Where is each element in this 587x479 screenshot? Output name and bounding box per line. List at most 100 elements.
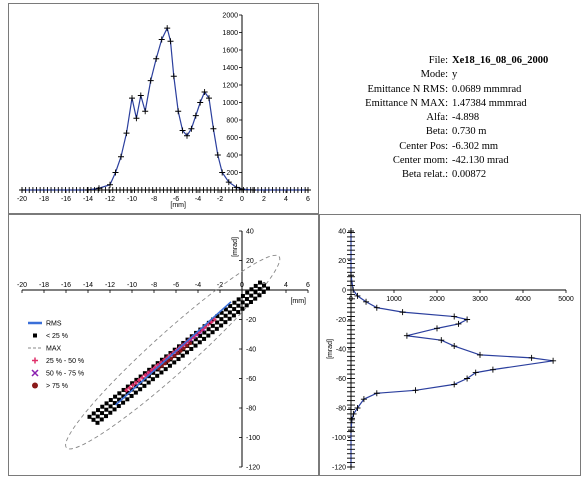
data-point [164,25,171,32]
particle-lt25 [108,410,113,415]
x-tick-label: -6 [173,282,179,289]
x-tick-label: 6 [306,196,310,203]
legend-swatch [31,369,39,377]
particle-lt25 [121,400,126,405]
particle-lt25 [112,407,117,412]
x-tick-label: -12 [105,196,115,203]
particle-lt25 [227,310,232,315]
particle-lt25 [121,394,126,399]
rms-line [114,301,232,406]
y-tick-label: -100 [332,435,346,442]
particle-lt25 [223,307,228,312]
data-point [175,108,182,115]
info-value: 0.0689 mmmrad [452,83,522,95]
x-tick-label: 6 [306,282,310,289]
particle-lt25 [257,293,262,298]
particle-gt75 [188,341,193,346]
max-ellipse [65,254,281,450]
data-point [550,357,557,364]
data-point [464,375,471,382]
data-point [451,343,458,350]
particle-lt25 [249,287,254,292]
data-point [455,320,462,327]
particle-lt25 [262,283,266,288]
particle-gt75 [178,349,183,353]
y-tick-label: -60 [336,376,346,383]
x-axis-label: [mm] [290,298,306,305]
particle-lt25 [202,336,207,341]
particle-gt75 [172,354,177,358]
particle-25-50 [149,368,154,373]
particle-lt25 [125,384,130,389]
data-point [133,115,140,122]
particle-lt25 [129,393,134,398]
legend-label: 50 % - 75 % [46,371,84,378]
particle-lt25 [197,340,202,345]
particle-lt25 [142,383,147,388]
particle-lt25 [219,317,224,322]
series-line [22,26,308,191]
particle-25-50 [140,375,145,380]
info-row: Emittance N MAX: 1.47384 mmmrad [325,97,580,111]
legend-label: 25 % - 50 % [46,358,84,365]
x-tick-label: -18 [39,196,49,203]
data-point [360,396,367,403]
particle-lt25 [91,411,96,416]
y-tick-label: 1200 [222,83,238,90]
series-line [350,231,554,467]
y-tick-label: -120 [246,465,260,472]
particle-lt25 [228,304,233,309]
particle-lt25 [147,367,152,372]
particle-lt25 [180,353,185,358]
y-axis-label: [mrad] [327,339,334,359]
y-tick-label: 1600 [222,48,238,55]
particle-lt25 [202,330,207,335]
x-tick-label: -10 [127,282,137,289]
particle-lt25 [177,344,182,349]
data-point [206,95,212,102]
data-point [472,369,479,376]
legend-label: RMS [46,321,62,328]
particle-lt25 [99,417,104,422]
particle-25-50 [133,380,138,385]
particle-lt25 [236,303,241,308]
info-value: -4.898 [452,112,480,124]
data-point [158,36,165,43]
particle-lt25 [210,330,215,335]
particle-lt25 [236,297,241,302]
data-point [438,337,445,344]
particle-lt25 [206,327,211,332]
x-tick-label: -14 [83,196,93,203]
info-key: Emittance N MAX: [365,97,448,109]
x-tick-label: -20 [17,196,27,203]
x-tick-label: 2 [262,196,266,203]
x-tick-label: -4 [195,196,201,203]
x-tick-label: -16 [61,196,71,203]
particle-gt75 [166,359,171,363]
profile-x-panel: -20 -18 -16 -14 -12 -10 -8 -6 -4 -2 0 2 4 6 200 400 600 8… [8,3,319,214]
x-tick-label: 3000 [472,296,488,303]
particle-lt25 [189,346,194,351]
particle-lt25 [232,300,237,305]
particle-25-50 [137,378,142,383]
data-point [179,127,186,134]
data-point [225,179,232,186]
x-tick-label: -10 [127,196,137,203]
info-value: Xe18_16_08_06_2000 [452,55,549,66]
particle-lt25 [108,398,113,403]
x-tick-label: 5000 [558,296,574,303]
x-tick-label: 4 [284,196,288,203]
particle-lt25 [219,323,224,328]
particle-lt25 [185,350,190,355]
info-row: File: Xe18_16_08_06_2000 [325,54,580,68]
data-point [451,313,458,320]
data-point [192,112,199,119]
data-point [107,181,113,188]
particle-lt25 [257,286,262,291]
particle-lt25 [151,370,156,375]
particle-lt25 [232,307,237,312]
max-ellipse-shape [65,254,281,450]
particle-lt25 [253,296,258,301]
particle-lt25 [104,401,109,406]
y-tick-label: 1000 [222,100,238,107]
